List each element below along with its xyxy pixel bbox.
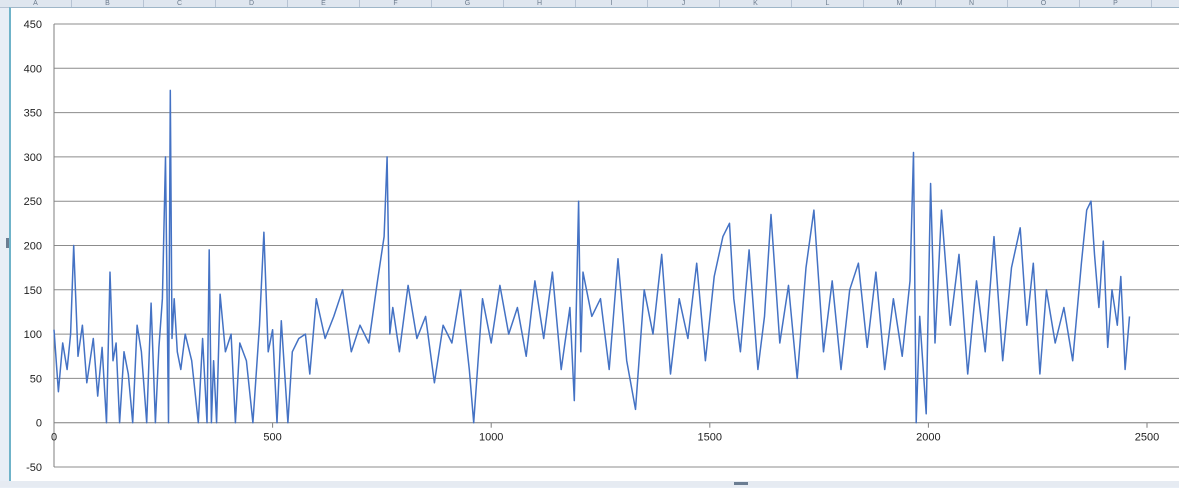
y-tick-label: 100 (24, 329, 42, 341)
column-header-B[interactable]: B (72, 0, 144, 7)
y-tick-label: 250 (24, 196, 42, 208)
x-tick-labels: 0 500 1000 1500 2000 2500 (51, 432, 1159, 444)
column-header-G[interactable]: G (432, 0, 504, 7)
column-header-J[interactable]: J (648, 0, 720, 7)
line-chart: -50 0 50 100 150 200 250 300 350 400 450 0 500 1000 1… (24, 19, 1179, 474)
y-tick-label: 150 (24, 285, 42, 297)
y-tick-label: -50 (26, 462, 42, 474)
x-tick-label: 0 (51, 432, 57, 444)
y-tick-label: 0 (36, 418, 42, 430)
y-tick-label: 200 (24, 241, 42, 253)
column-header-C[interactable]: C (144, 0, 216, 7)
x-tick-label: 2500 (1135, 432, 1159, 444)
sheet-bottom-strip (0, 481, 1179, 487)
x-tick-label: 1500 (698, 432, 722, 444)
x-tick-label: 1000 (479, 432, 503, 444)
column-header-M[interactable]: M (864, 0, 936, 7)
chart-area[interactable]: -50 0 50 100 150 200 250 300 350 400 450 0 500 1000 1… (9, 7, 1179, 483)
y-tick-label: 50 (30, 373, 42, 385)
column-header-K[interactable]: K (720, 0, 792, 7)
x-tick-label: 2000 (916, 432, 940, 444)
x-tick-label: 500 (263, 432, 281, 444)
column-header-D[interactable]: D (216, 0, 288, 7)
column-header-A[interactable]: A (0, 0, 72, 7)
y-tick-label: 350 (24, 108, 42, 120)
column-header-O[interactable]: O (1008, 0, 1080, 7)
resize-handle-left[interactable] (6, 238, 9, 248)
column-header-L[interactable]: L (792, 0, 864, 7)
series-line (53, 89, 1131, 424)
column-header-H[interactable]: H (504, 0, 576, 7)
column-header-P[interactable]: P (1080, 0, 1152, 7)
resize-handle-bottom[interactable] (734, 482, 748, 485)
column-header-I[interactable]: I (576, 0, 648, 7)
y-tick-label: 450 (24, 19, 42, 31)
column-header-E[interactable]: E (288, 0, 360, 7)
y-tick-label: 300 (24, 152, 42, 164)
axes (53, 24, 1148, 467)
gridlines (54, 23, 1179, 468)
y-tick-label: 400 (24, 63, 42, 75)
column-header-F[interactable]: F (360, 0, 432, 7)
column-header-N[interactable]: N (936, 0, 1008, 7)
y-tick-labels: -50 0 50 100 150 200 250 300 350 400 450 (24, 19, 42, 474)
